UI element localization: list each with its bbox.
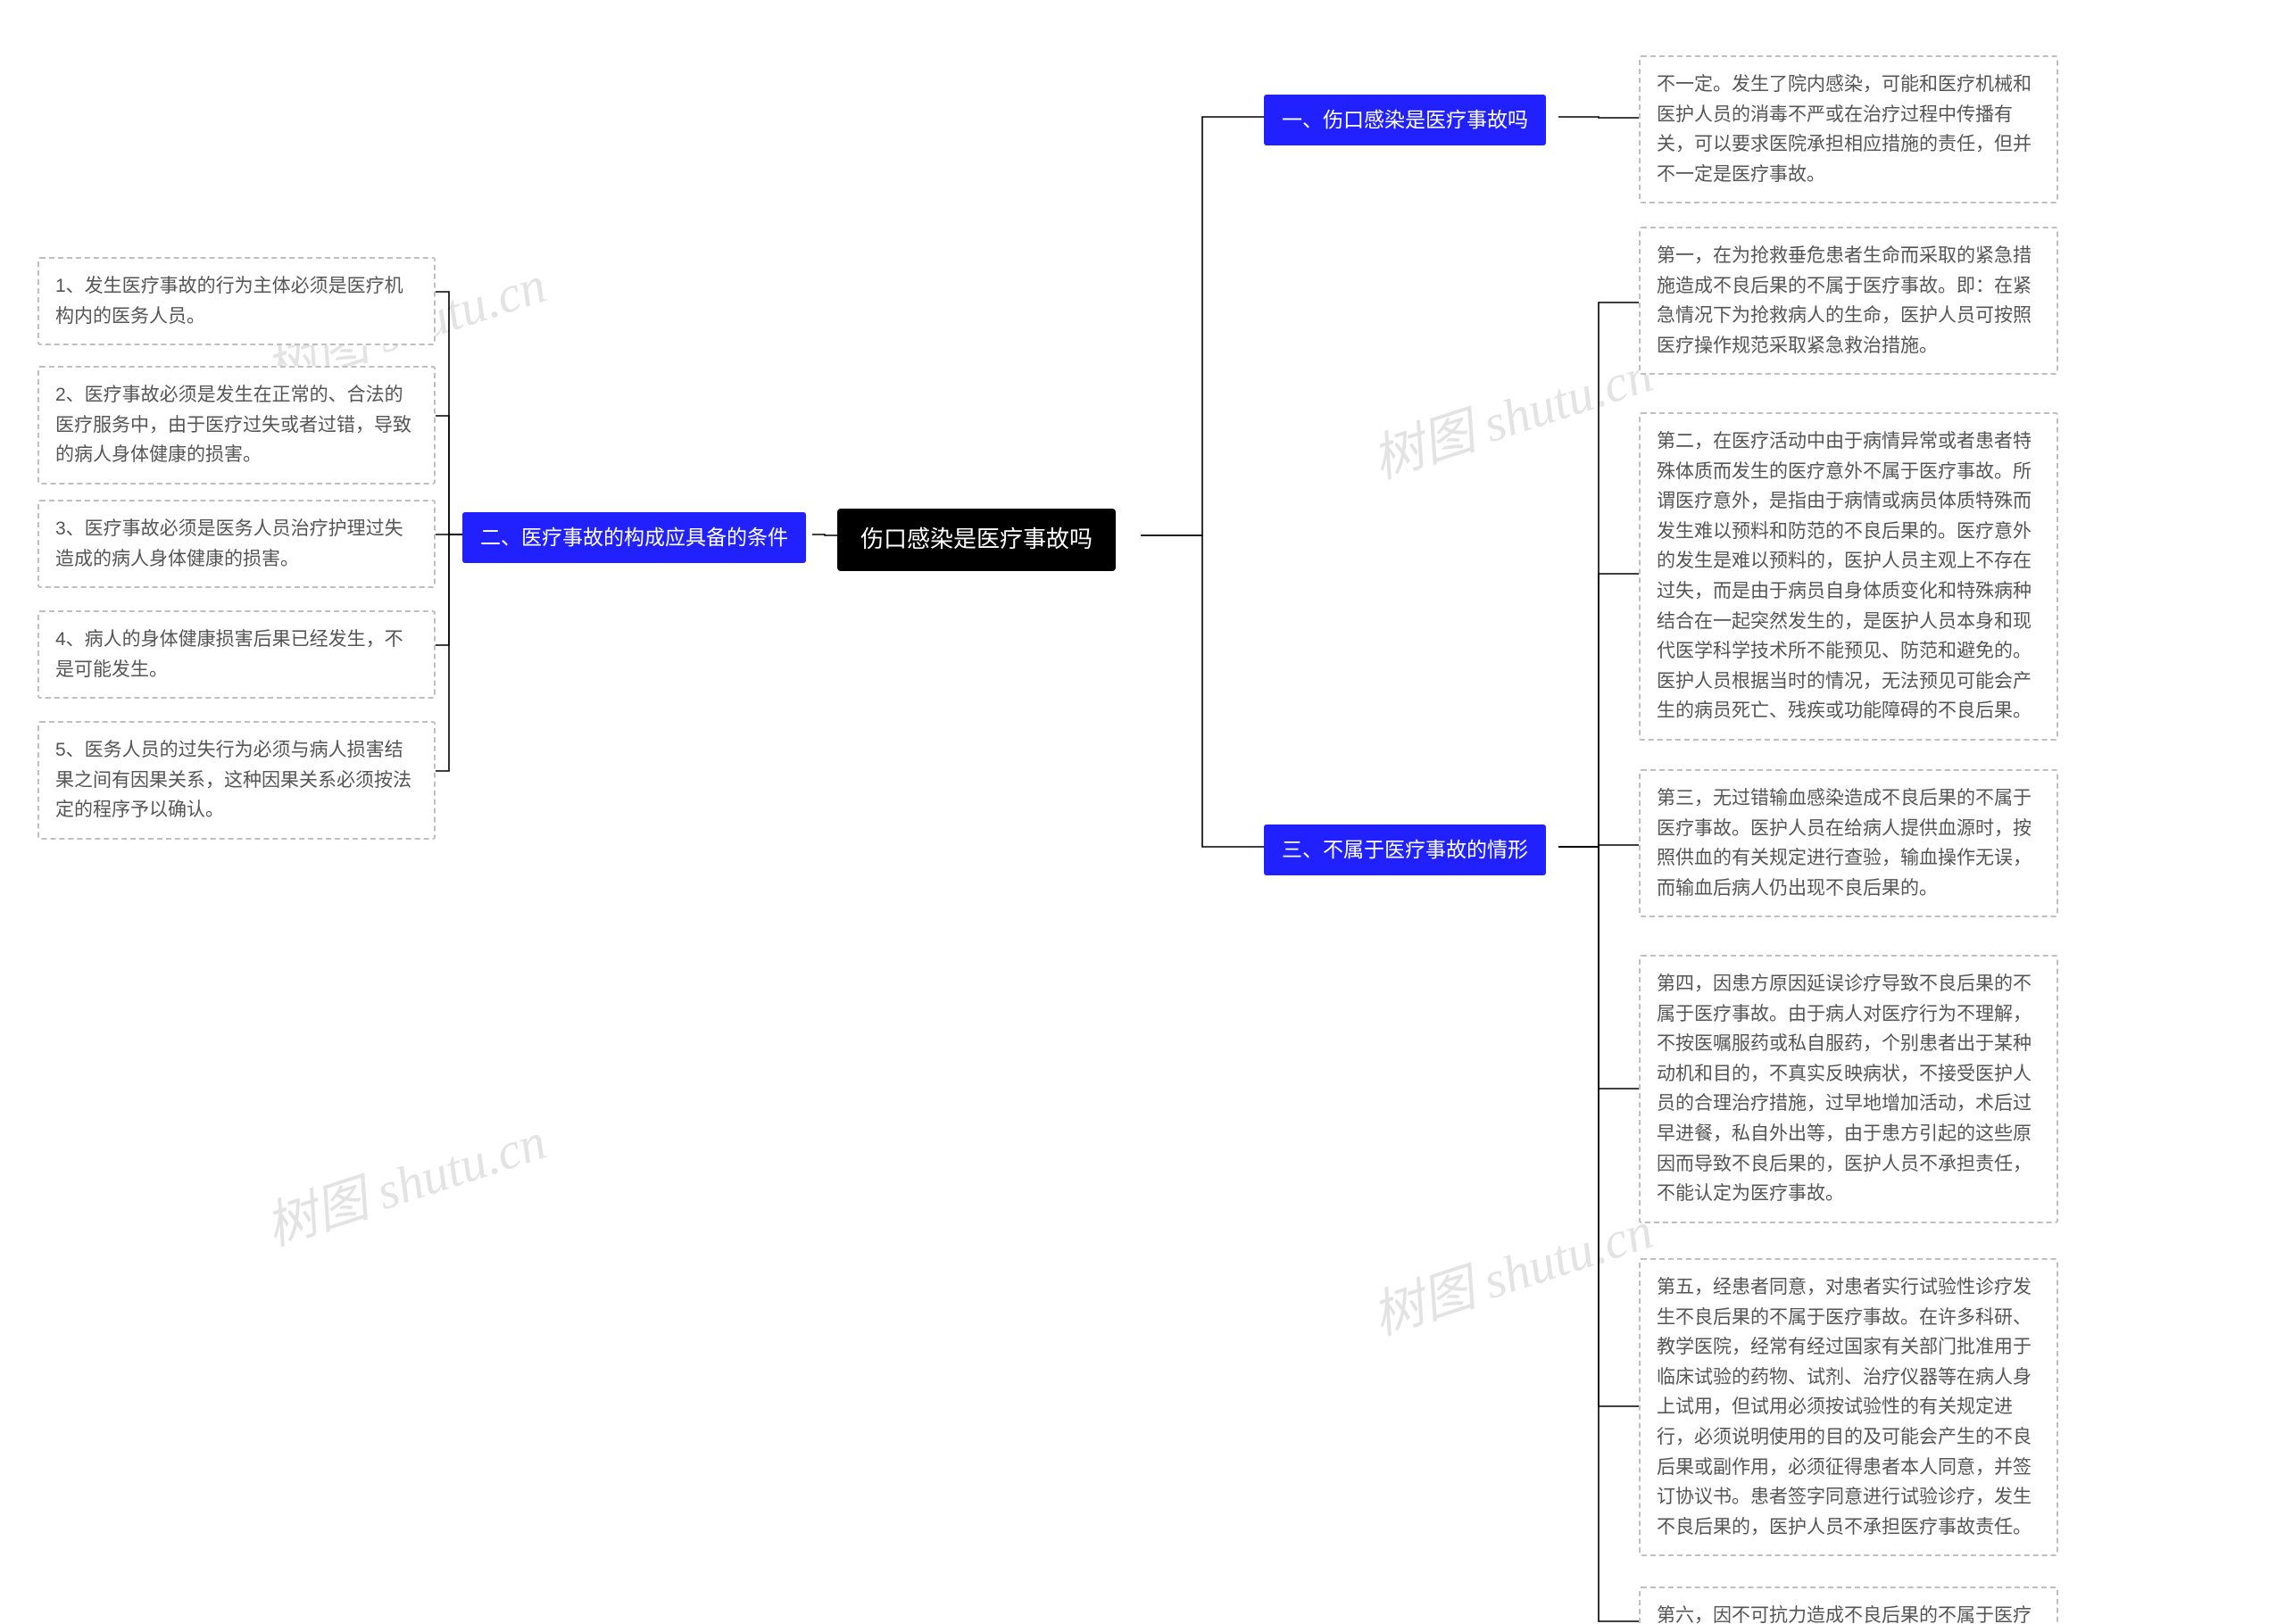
watermark: 树图 shutu.cn bbox=[254, 1099, 553, 1260]
branch-3: 三、不属于医疗事故的情形 bbox=[1264, 824, 1546, 875]
leaf-b1-1: 不一定。发生了院内感染，可能和医疗机械和医护人员的消毒不严或在治疗过程中传播有关… bbox=[1639, 55, 2058, 203]
watermark: 树图 shutu.cn bbox=[1361, 332, 1660, 493]
leaf-b3-3: 第三，无过错输血感染造成不良后果的不属于医疗事故。医护人员在给病人提供血源时，按… bbox=[1639, 769, 2058, 917]
branch-1: 一、伤口感染是医疗事故吗 bbox=[1264, 95, 1546, 145]
leaf-b3-1: 第一，在为抢救垂危患者生命而采取的紧急措施造成不良后果的不属于医疗事故。即：在紧… bbox=[1639, 227, 2058, 375]
leaf-b3-2: 第二，在医疗活动中由于病情异常或者患者特殊体质而发生的医疗意外不属于医疗事故。所… bbox=[1639, 412, 2058, 741]
leaf-b3-4: 第四，因患方原因延误诊疗导致不良后果的不属于医疗事故。由于病人对医疗行为不理解，… bbox=[1639, 955, 2058, 1223]
leaf-b3-6: 第六，因不可抗力造成不良后果的不属于医疗事故。 bbox=[1639, 1587, 2058, 1624]
leaf-b2-2: 2、医疗事故必须是发生在正常的、合法的医疗服务中，由于医疗过失或者过错，导致的病… bbox=[37, 366, 436, 485]
leaf-b3-5: 第五，经患者同意，对患者实行试验性诊疗发生不良后果的不属于医疗事故。在许多科研、… bbox=[1639, 1258, 2058, 1556]
watermark: 树图 shutu.cn bbox=[1361, 1189, 1660, 1349]
branch-2: 二、医疗事故的构成应具备的条件 bbox=[462, 512, 806, 563]
leaf-b2-4: 4、病人的身体健康损害后果已经发生，不是可能发生。 bbox=[37, 610, 436, 699]
leaf-b2-3: 3、医疗事故必须是医务人员治疗护理过失造成的病人身体健康的损害。 bbox=[37, 500, 436, 588]
root-node: 伤口感染是医疗事故吗 bbox=[837, 509, 1116, 571]
leaf-b2-5: 5、医务人员的过失行为必须与病人损害结果之间有因果关系，这种因果关系必须按法定的… bbox=[37, 721, 436, 840]
leaf-b2-1: 1、发生医疗事故的行为主体必须是医疗机构内的医务人员。 bbox=[37, 257, 436, 345]
